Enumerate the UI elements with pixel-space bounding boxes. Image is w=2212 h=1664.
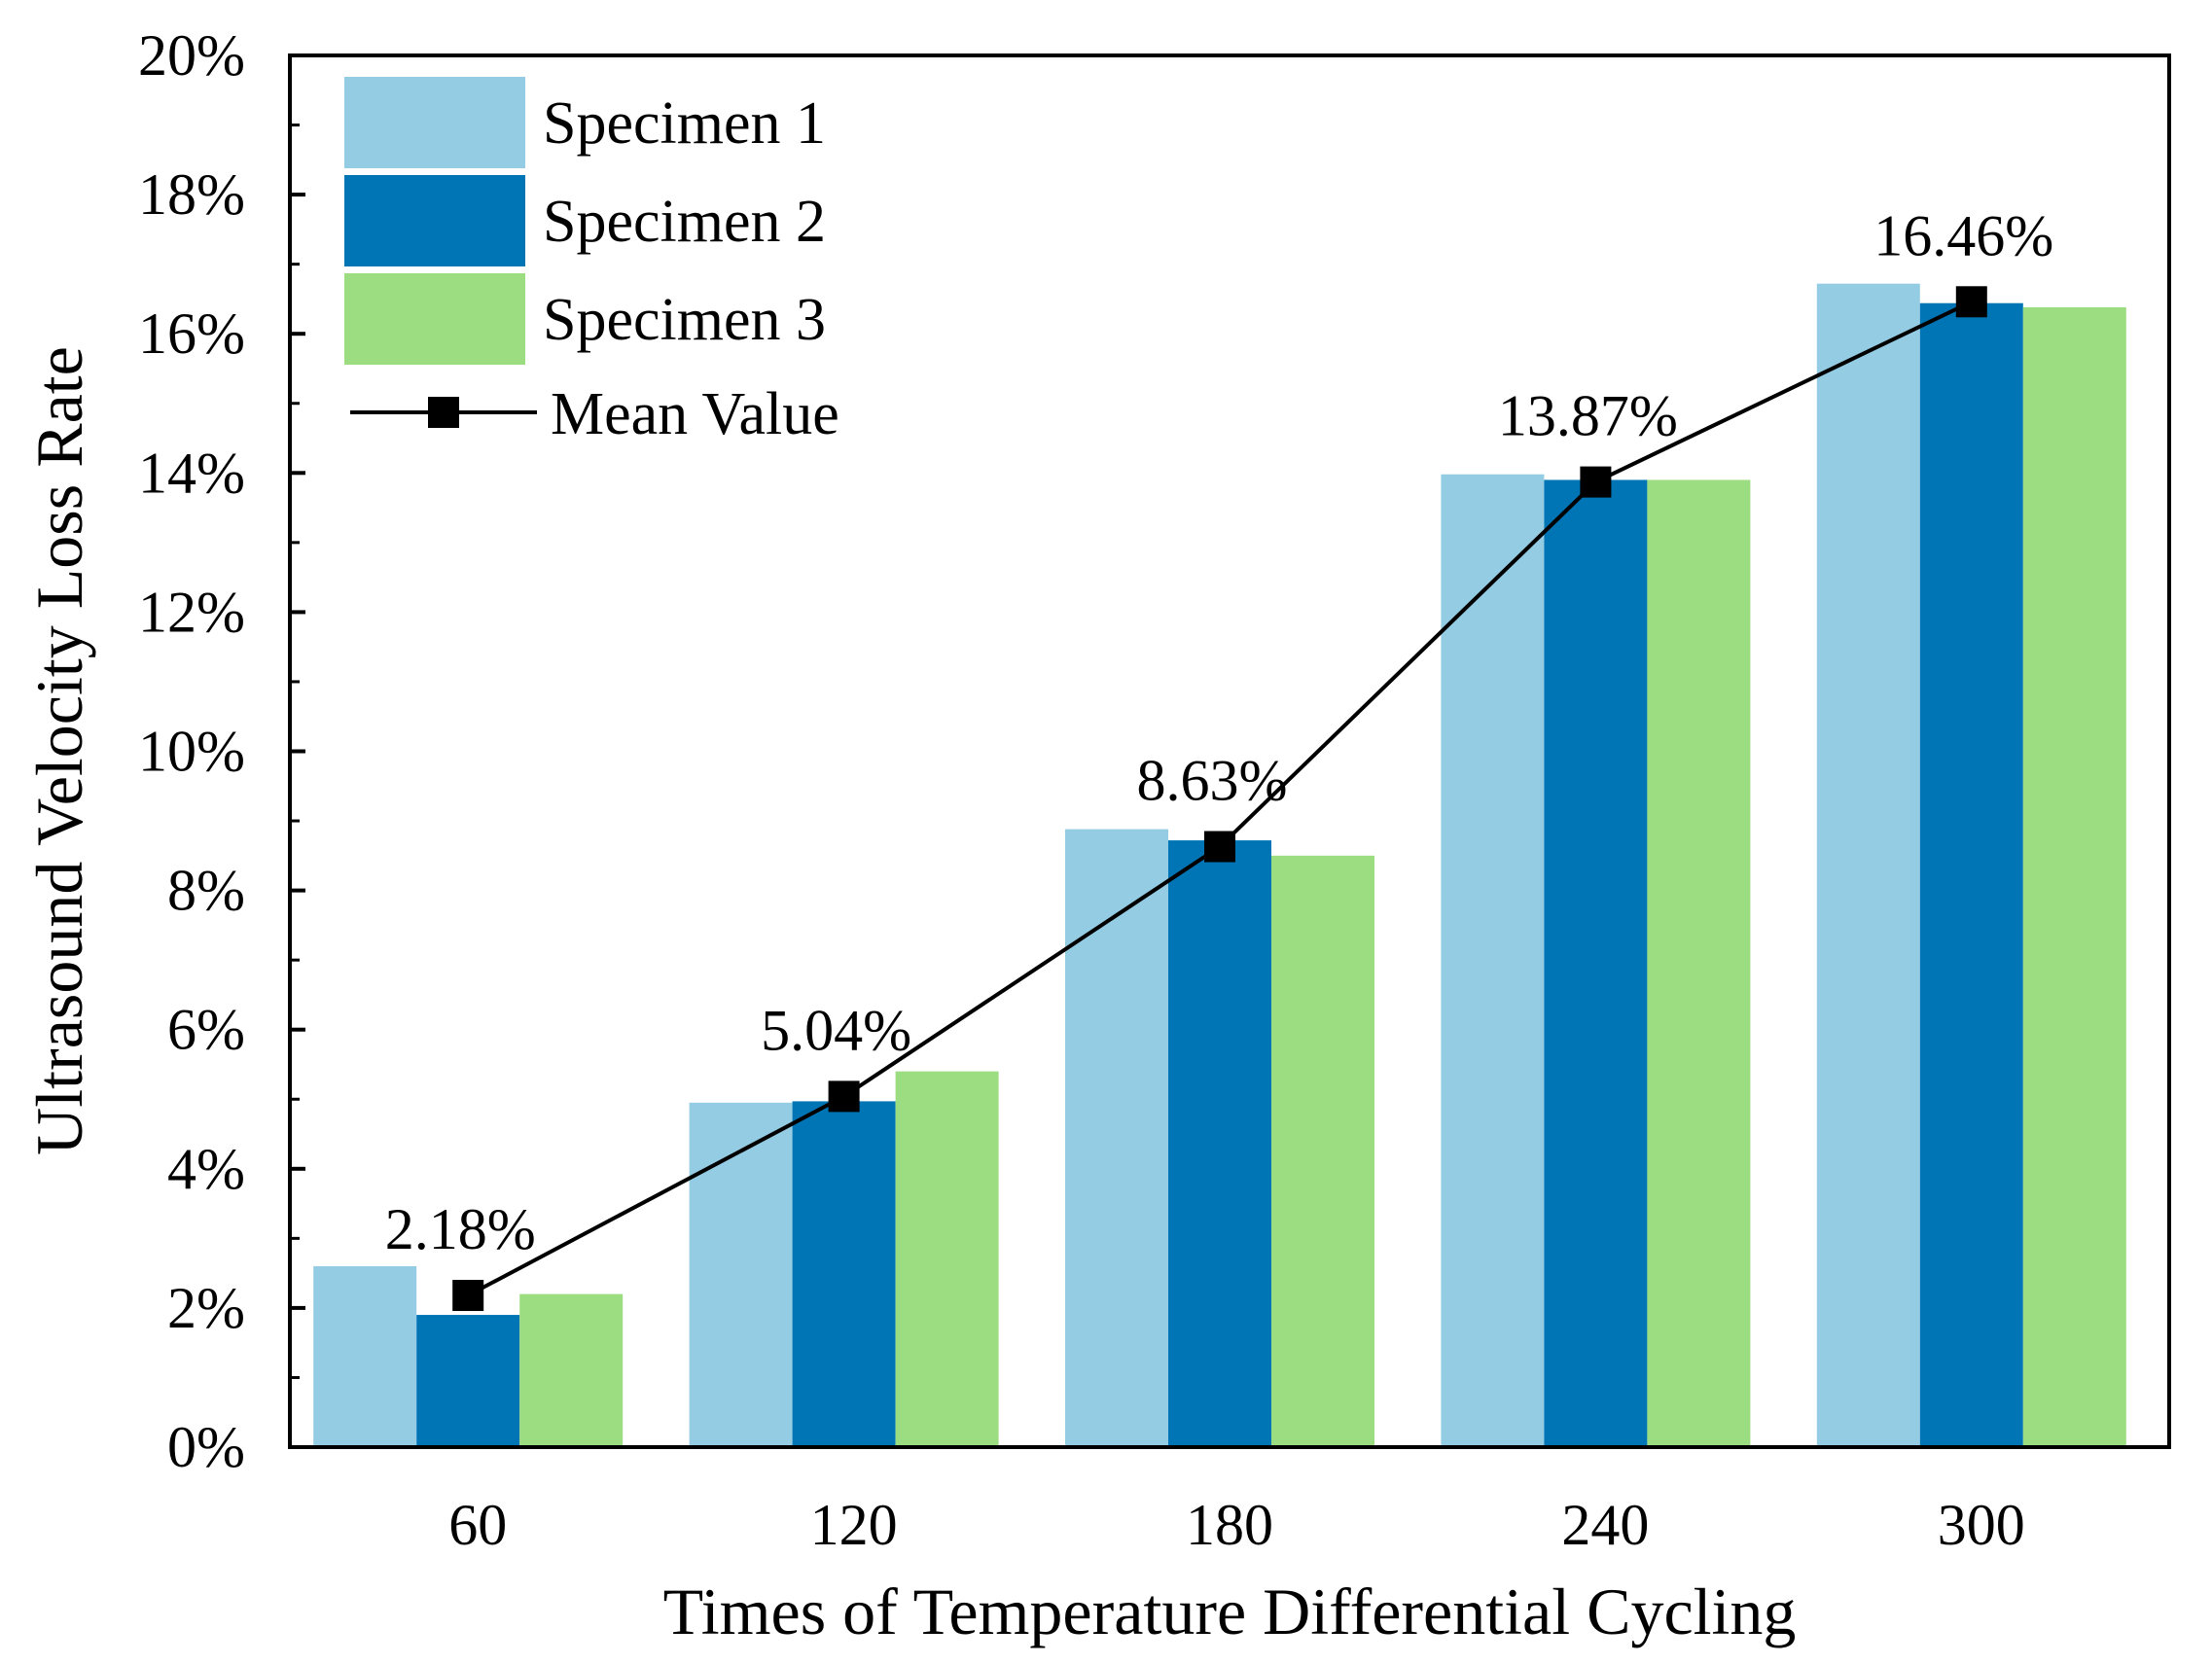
bar-specimen-3-120 <box>895 1071 999 1447</box>
legend-swatch-specimen-1 <box>344 77 525 168</box>
bar-specimen-3-240 <box>1647 479 1751 1448</box>
mean-marker-60 <box>452 1280 484 1312</box>
bars-layer <box>313 283 2126 1448</box>
y-tick-label-0: 0% <box>167 1415 245 1479</box>
bar-specimen-2-120 <box>792 1101 896 1447</box>
bar-specimen-1-60 <box>313 1265 417 1447</box>
mean-marker-240 <box>1580 466 1612 498</box>
y-tick-label-8: 8% <box>167 859 245 923</box>
y-tick-label-4: 4% <box>167 1137 245 1201</box>
y-tick-label-12: 12% <box>138 580 245 644</box>
y-tick-label-14: 14% <box>138 441 245 505</box>
y-tick-label-16: 16% <box>138 301 245 366</box>
y-tick-label-18: 18% <box>138 162 245 227</box>
mean-marker-300 <box>1955 286 1987 318</box>
y-axis-title: Ultrasound Velocity Loss Rate <box>22 346 96 1155</box>
y-tick-label-2: 2% <box>167 1276 245 1340</box>
legend-marker-mean-value <box>428 397 459 428</box>
legend: Specimen 1 Specimen 2 Specimen 3 Mean Value <box>344 77 839 447</box>
x-tick-label-300: 300 <box>1938 1493 2025 1557</box>
legend-label-mean-value: Mean Value <box>551 381 839 447</box>
mean-line-layer <box>452 286 1987 1312</box>
legend-label-specimen-3: Specimen 3 <box>543 287 826 353</box>
y-axis: 0% 2% 4% 6% 8% 10% 12% 14% 16% 18% 20% <box>138 23 305 1479</box>
mean-label-240: 13.87% <box>1498 384 1678 448</box>
mean-marker-120 <box>828 1080 860 1113</box>
x-tick-label-120: 120 <box>810 1493 898 1557</box>
legend-swatch-specimen-3 <box>344 273 525 365</box>
legend-label-specimen-1: Specimen 1 <box>543 90 826 157</box>
y-tick-label-20: 20% <box>138 23 245 88</box>
x-axis: 60 120 180 240 300 <box>448 1493 2025 1557</box>
mean-label-120: 5.04% <box>761 998 911 1062</box>
mean-label-60: 2.18% <box>385 1197 536 1261</box>
legend-label-specimen-2: Specimen 2 <box>543 189 826 255</box>
bar-specimen-1-240 <box>1441 474 1545 1448</box>
mean-label-300: 16.46% <box>1873 203 2053 267</box>
bar-specimen-1-120 <box>689 1102 793 1447</box>
y-tick-label-6: 6% <box>167 998 245 1062</box>
bar-specimen-3-60 <box>519 1293 624 1447</box>
bar-specimen-3-180 <box>1271 855 1374 1447</box>
bar-specimen-3-300 <box>2022 307 2126 1447</box>
data-labels: 2.18% 5.04% 8.63% 13.87% 16.46% <box>385 203 2054 1261</box>
legend-swatch-specimen-2 <box>344 175 525 266</box>
mean-marker-180 <box>1204 831 1235 863</box>
bar-specimen-1-180 <box>1065 829 1168 1447</box>
x-axis-title: Times of Temperature Differential Cyclin… <box>663 1575 1797 1648</box>
x-tick-label-240: 240 <box>1561 1493 1649 1557</box>
x-tick-label-180: 180 <box>1186 1493 1273 1557</box>
bar-specimen-2-240 <box>1544 479 1648 1448</box>
bar-specimen-1-300 <box>1816 283 1920 1448</box>
bar-specimen-2-300 <box>1919 302 2023 1447</box>
bar-specimen-2-60 <box>416 1315 520 1447</box>
y-tick-label-10: 10% <box>138 720 245 784</box>
mean-label-180: 8.63% <box>1137 749 1288 813</box>
bar-specimen-2-180 <box>1168 840 1271 1447</box>
x-tick-label-60: 60 <box>448 1493 507 1557</box>
